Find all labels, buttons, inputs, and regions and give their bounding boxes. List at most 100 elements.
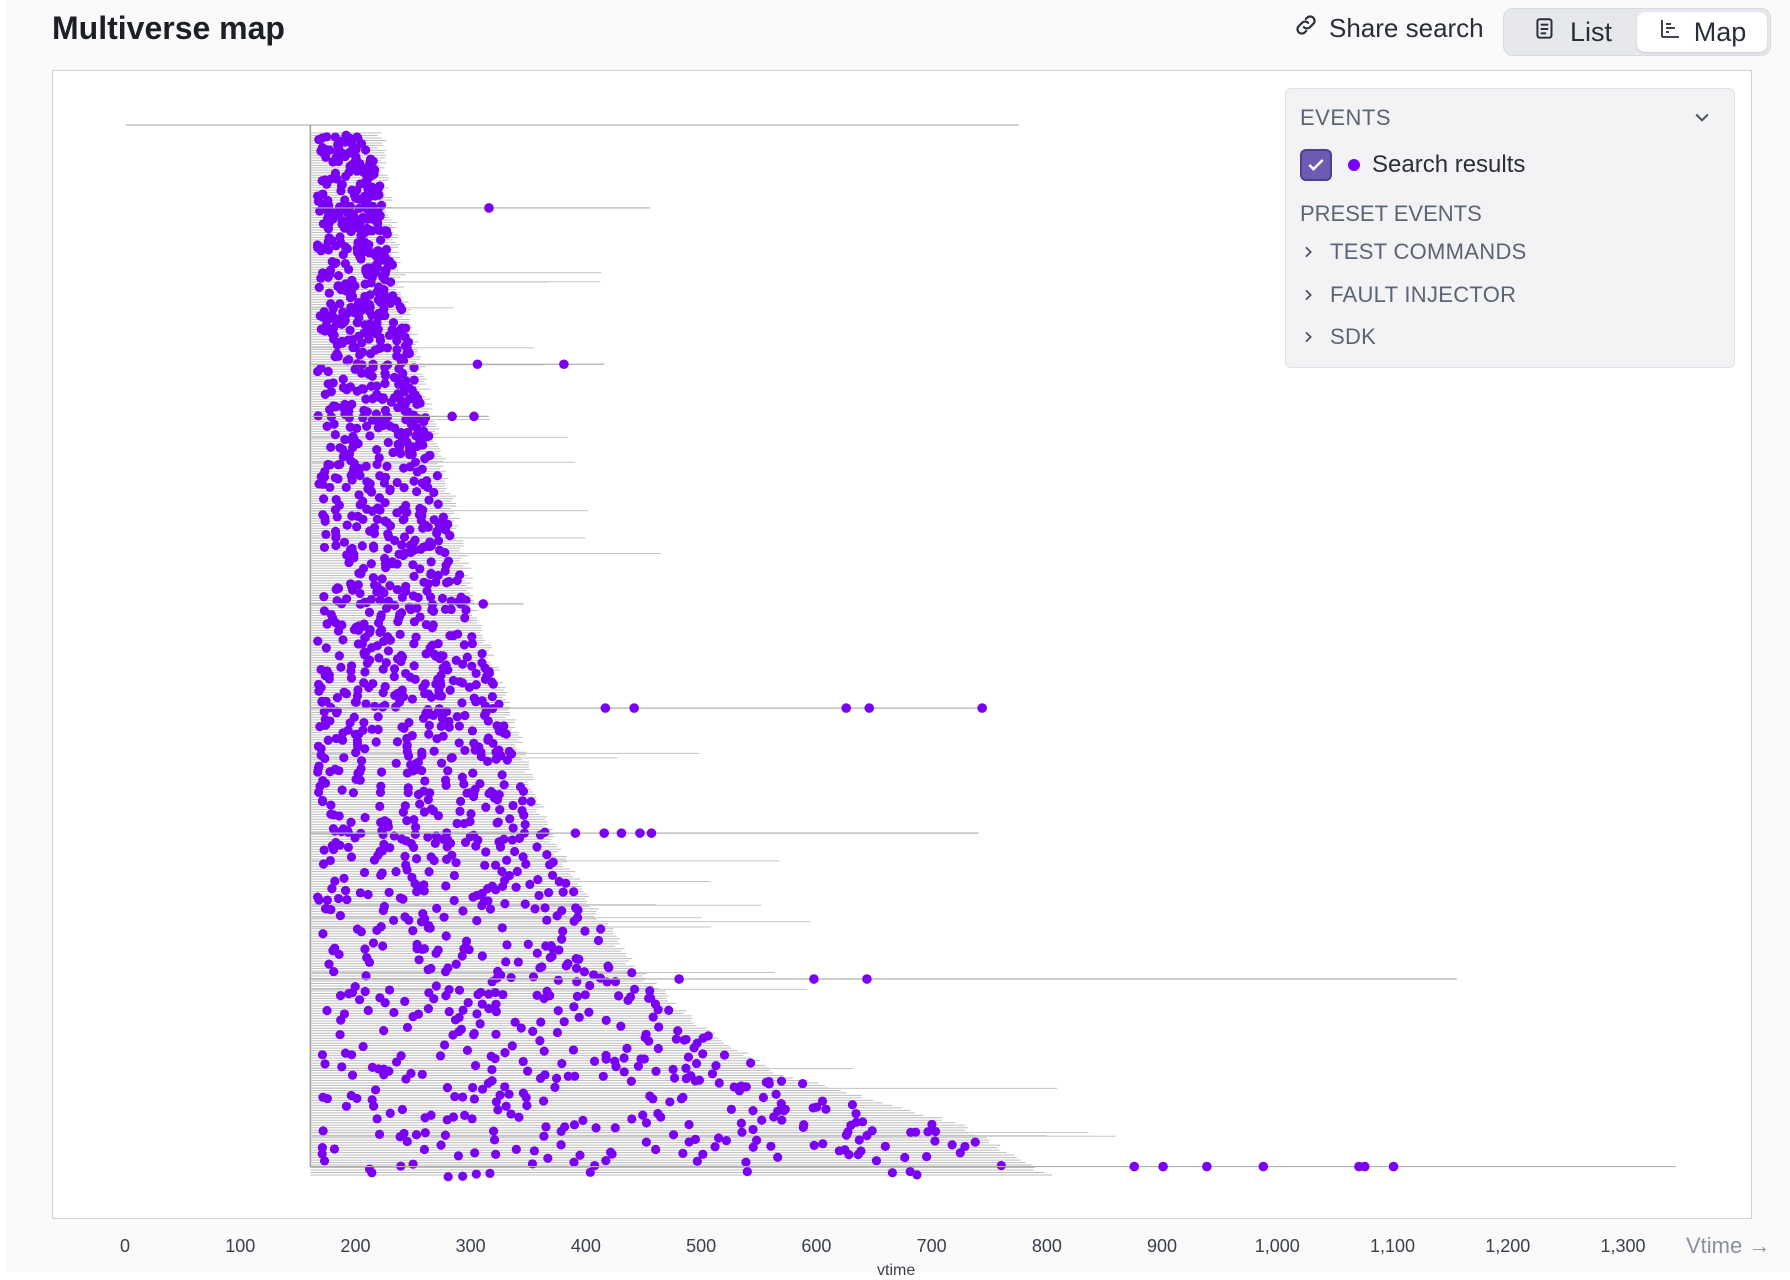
search-result-event-dot: [397, 685, 407, 695]
multiverse-plot[interactable]: [53, 71, 1751, 1218]
search-result-event-dot: [415, 564, 425, 574]
search-result-event-dot: [376, 612, 386, 623]
search-result-event-dot: [329, 313, 339, 323]
search-result-event-dot: [511, 882, 521, 892]
search-result-event-dot: [353, 685, 363, 695]
search-result-event-dot: [363, 1005, 373, 1016]
search-result-event-dot: [518, 1088, 528, 1098]
search-result-event-dot: [316, 750, 326, 760]
search-result-event-dot: [385, 635, 395, 645]
search-result-event-dot: [429, 649, 439, 659]
search-result-event-dot: [363, 889, 373, 900]
search-result-event-dot: [880, 1141, 890, 1151]
search-result-event-dot: [350, 833, 360, 843]
link-icon: [1293, 12, 1319, 45]
search-result-event-dot: [636, 1054, 646, 1064]
search-result-event-dot: [491, 1097, 502, 1107]
preset-item-test-commands[interactable]: TEST COMMANDS: [1300, 239, 1527, 265]
search-result-event-dot: [508, 800, 518, 811]
search-result-event-dot: [340, 885, 351, 896]
search-result-event-dot: [457, 698, 467, 708]
search-result-event-dot: [337, 444, 348, 454]
preset-item-fault-injector[interactable]: FAULT INJECTOR: [1300, 282, 1516, 308]
search-result-event-dot: [625, 992, 636, 1002]
search-result-event-dot: [554, 945, 564, 955]
search-result-event-dot: [348, 144, 358, 154]
search-result-event-dot: [319, 542, 330, 553]
chevron-right-icon: [1305, 289, 1312, 301]
map-view-button[interactable]: Map: [1637, 12, 1767, 52]
search-result-event-dot: [539, 1131, 549, 1141]
share-search-button[interactable]: Share search: [1293, 12, 1484, 45]
search-result-event-dot: [376, 247, 386, 258]
search-result-event-dot: [403, 787, 413, 798]
search-result-event-dot: [589, 970, 599, 980]
search-result-event-dot: [394, 442, 405, 453]
search-result-event-dot: [357, 384, 367, 394]
search-result-event-dot: [388, 915, 399, 926]
search-result-event-dot: [535, 830, 546, 840]
search-result-event-dot: [462, 652, 472, 662]
search-result-event-dot: [356, 569, 366, 579]
search-result-event-dot: [319, 1156, 330, 1166]
search-result-event-dot: [404, 717, 414, 728]
search-result-event-dot: [818, 1139, 828, 1149]
search-result-event-dot: [599, 828, 610, 838]
search-result-event-dot: [316, 664, 326, 675]
search-result-event-dot: [324, 288, 334, 298]
search-result-event-dot: [392, 584, 402, 595]
search-result-event-dot: [493, 1105, 503, 1115]
search-result-event-dot: [467, 1114, 477, 1124]
search-result-event-dot: [361, 699, 371, 709]
search-result-event-dot: [970, 1137, 980, 1147]
search-result-event-dot: [394, 364, 404, 374]
x-axis-tick-label: 200: [340, 1236, 371, 1256]
search-result-event-dot: [356, 756, 367, 766]
preset-item-sdk[interactable]: SDK: [1300, 324, 1376, 350]
x-axis-tick-label: 300: [455, 1236, 486, 1256]
search-result-event-dot: [434, 536, 444, 546]
search-result-event-dot: [370, 701, 380, 711]
search-result-event-dot: [462, 1045, 473, 1055]
search-result-event-dot: [455, 570, 465, 580]
search-result-event-dot: [414, 955, 424, 965]
search-result-event-dot: [977, 703, 987, 713]
search-result-event-dot: [514, 833, 525, 843]
search-result-event-dot: [336, 148, 347, 158]
search-result-event-dot: [391, 1057, 402, 1067]
search-result-event-dot: [323, 459, 333, 470]
search-result-event-dot: [558, 887, 568, 897]
search-result-event-dot: [325, 716, 335, 726]
search-result-event-dot: [419, 886, 429, 896]
search-result-event-dot: [653, 1043, 663, 1054]
scroll-list-icon: [1532, 16, 1558, 49]
search-result-event-dot: [367, 1062, 377, 1072]
search-result-event-dot: [326, 442, 336, 452]
multiverse-chart[interactable]: [52, 70, 1752, 1219]
list-view-button[interactable]: List: [1507, 12, 1637, 52]
search-result-event-dot: [467, 638, 477, 649]
search-result-event-dot: [347, 399, 357, 409]
search-result-event-dot: [389, 664, 400, 674]
search-result-event-dot: [779, 1105, 789, 1116]
search-result-event-dot: [654, 1022, 664, 1032]
search-result-event-dot: [466, 809, 476, 819]
search-result-event-dot: [372, 1114, 382, 1124]
chevron-down-icon[interactable]: [1692, 107, 1712, 132]
search-result-event-dot: [329, 1144, 340, 1154]
search-result-event-dot: [714, 1078, 724, 1088]
search-result-event-dot: [375, 993, 385, 1003]
search-results-checkbox[interactable]: [1300, 149, 1332, 181]
search-result-event-dot: [404, 602, 414, 612]
search-result-event-dot: [361, 394, 371, 404]
search-result-event-dot: [354, 331, 364, 341]
search-result-event-dot: [510, 1017, 520, 1027]
search-result-event-dot: [316, 190, 327, 200]
search-result-event-dot: [653, 1108, 663, 1119]
search-result-event-dot: [412, 887, 422, 897]
page: Multiverse map Share search List: [5, 0, 1790, 1279]
search-result-event-dot: [402, 740, 412, 750]
search-result-event-dot: [322, 1006, 332, 1016]
search-result-event-dot: [373, 850, 383, 860]
search-result-event-dot: [460, 745, 470, 756]
